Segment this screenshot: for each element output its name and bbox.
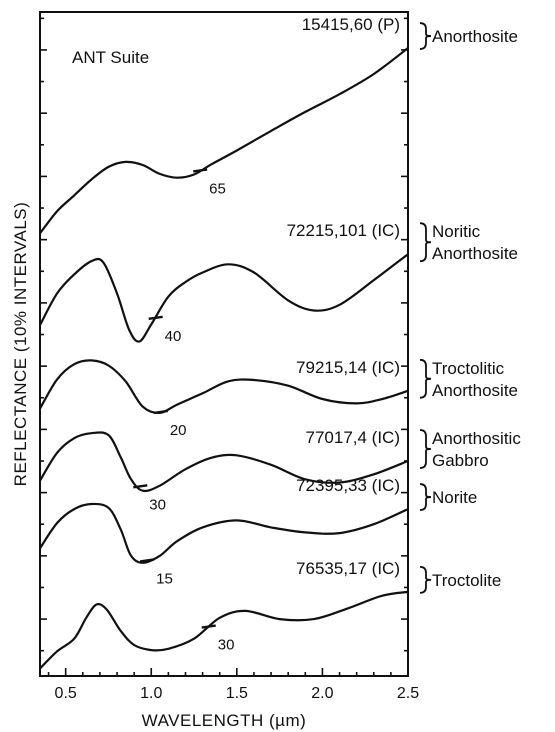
x-tick-label: 1.0: [140, 685, 162, 702]
sample-label: 72395,33 (IC): [296, 476, 400, 495]
rock-type-label: Anorthositic: [432, 429, 521, 448]
sample-label: 77017,4 (IC): [306, 428, 401, 447]
brace: [419, 222, 432, 263]
rock-type-label: Norite: [432, 488, 477, 507]
labels-layer: 65 15415,60 (P) Anorthosite 40 72215,101 (IC…: [149, 15, 521, 654]
x-tick-label: 0.5: [55, 685, 77, 702]
band-marker: [201, 624, 216, 629]
band-marker: [153, 409, 168, 415]
brace: [419, 483, 432, 511]
series-layer: [39, 47, 409, 670]
y-ticks: [40, 17, 408, 652]
spectrum-line: [39, 47, 409, 234]
brace: [419, 429, 432, 469]
band-marker-label: 20: [170, 422, 187, 439]
rock-type-label: Anorthosite: [432, 381, 518, 400]
brace: [419, 22, 432, 50]
rock-type-label: Anorthosite: [432, 244, 518, 263]
rock-type-label: Anorthosite: [432, 27, 518, 46]
x-tick-label: 2.5: [397, 685, 419, 702]
suite-title: ANT Suite: [72, 48, 149, 67]
rock-type-label: Noritic: [432, 222, 481, 241]
spectrum-line: [39, 253, 409, 343]
sample-label: 79215,14 (IC): [296, 358, 400, 377]
band-marker: [139, 558, 155, 563]
sample-label: 72215,101 (IC): [287, 221, 400, 240]
x-axis-label: WAVELENGTH (µm): [142, 711, 307, 730]
brace: [419, 358, 432, 399]
sample-label: 15415,60 (P): [302, 15, 400, 34]
band-marker-label: 65: [209, 180, 226, 197]
band-marker-label: 30: [218, 637, 235, 654]
band-marker-label: 30: [149, 496, 166, 513]
x-tick-label: 2.0: [311, 685, 333, 702]
rock-type-label: Gabbro: [432, 451, 489, 470]
spectrum-line: [39, 359, 409, 415]
band-marker: [133, 484, 148, 489]
band-marker-label: 15: [156, 570, 173, 587]
y-axis-label: REFLECTANCE (10% INTERVALS): [11, 202, 30, 487]
rock-type-label: Troctolitic: [432, 359, 505, 378]
rock-type-label: Troctolite: [432, 571, 501, 590]
sample-label: 76535,17 (IC): [296, 559, 400, 578]
spectrum-line: [39, 502, 409, 564]
band-marker: [148, 315, 163, 321]
spectrum-line: [39, 590, 409, 670]
x-tick-label: 1.5: [226, 685, 248, 702]
x-ticks: 0.5 1.0 1.5 2.0 2.5: [47, 668, 419, 702]
band-marker-label: 40: [165, 328, 182, 345]
brace: [419, 565, 432, 594]
band-marker: [193, 168, 208, 173]
plot-frame: [39, 11, 409, 677]
spectrum-line: [39, 431, 409, 493]
